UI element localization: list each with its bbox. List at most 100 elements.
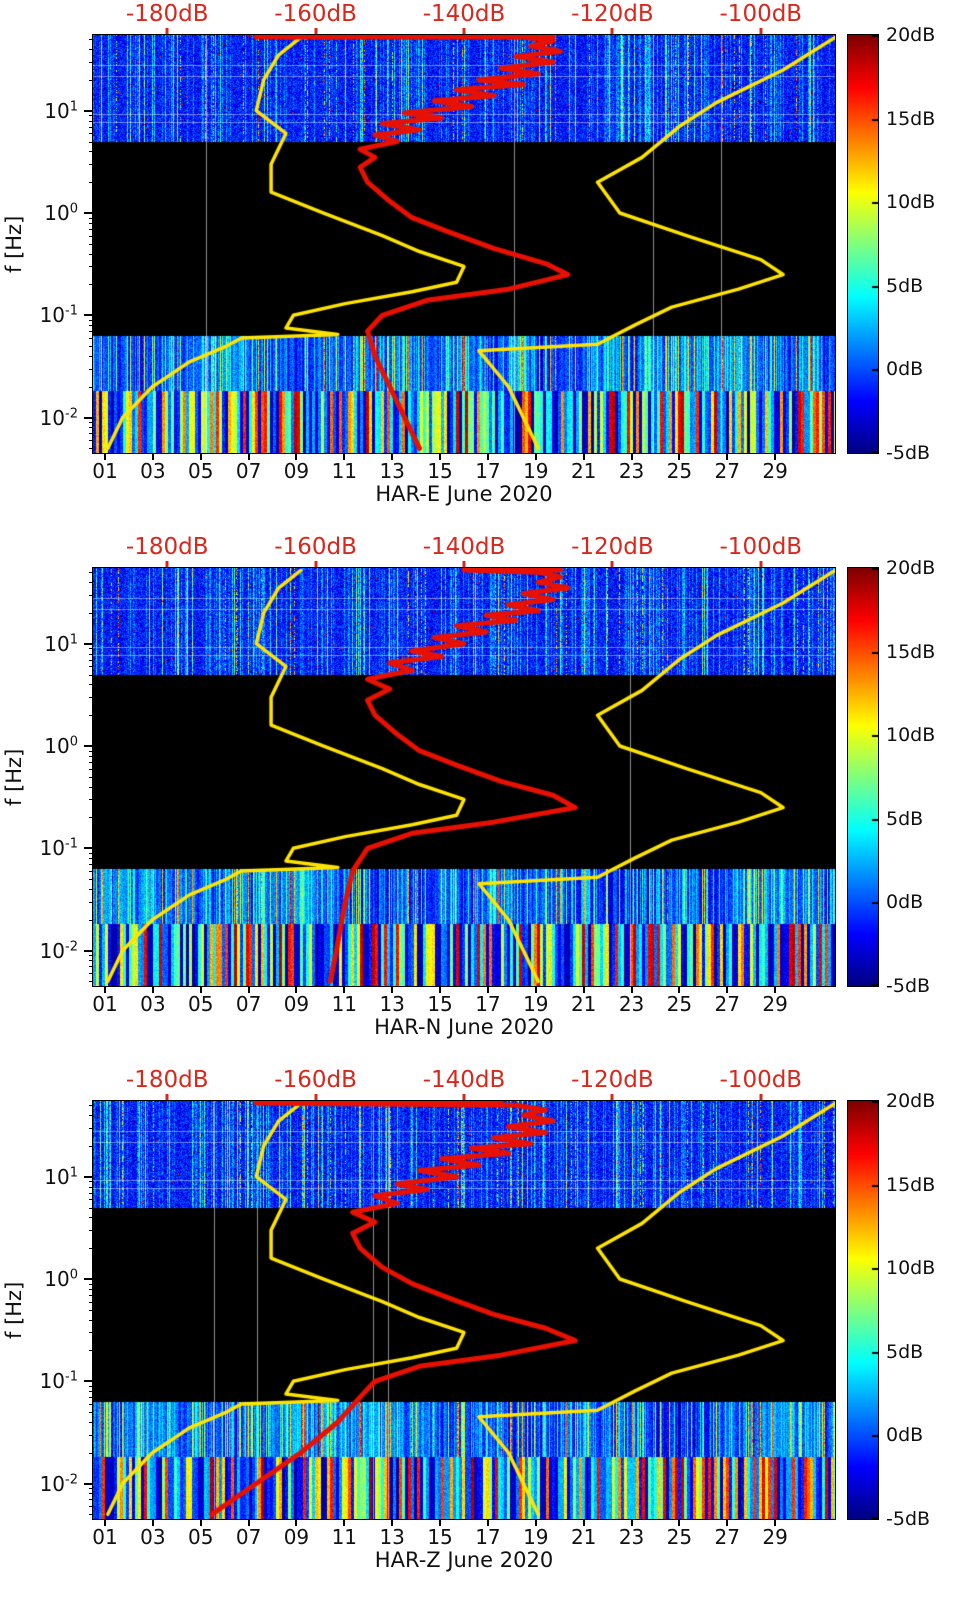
y-minor-tick-mark	[89, 1301, 93, 1303]
y-minor-tick-mark	[89, 852, 93, 854]
y-minor-tick-mark	[89, 422, 93, 424]
x-tick-mark	[199, 1520, 202, 1526]
y-minor-tick-mark	[89, 331, 93, 333]
y-major-tick-mark	[84, 1277, 93, 1280]
y-minor-tick-mark	[89, 217, 93, 219]
y-minor-tick-mark	[89, 427, 93, 429]
x-tick-label: 17	[475, 992, 501, 1016]
y-minor-tick-mark	[89, 755, 93, 757]
y-minor-tick-mark	[89, 440, 93, 442]
top-db-tick-label: -120dB	[571, 1067, 654, 1093]
x-tick-label: 01	[92, 1525, 118, 1549]
overlay-curves-canvas	[93, 1101, 835, 1519]
x-tick-mark	[247, 454, 250, 460]
top-db-tick-mark	[462, 1094, 466, 1100]
top-db-tick-label: -180dB	[125, 534, 209, 560]
y-minor-tick-mark	[89, 1145, 93, 1147]
y-minor-tick-mark	[89, 1488, 93, 1490]
overlay-curves-canvas	[93, 35, 835, 453]
x-tick-label: 23	[618, 1525, 645, 1549]
x-tick-mark	[534, 1520, 537, 1526]
y-minor-tick-mark	[89, 337, 93, 339]
y-tick-mantissa: 10	[44, 1164, 70, 1189]
x-tick-label: 19	[523, 992, 549, 1016]
y-minor-tick-mark	[89, 955, 93, 957]
spectrogram-panel-har-n: -180dB -160dB -140dB -120dB -100dB f [Hz] 10…	[0, 533, 962, 1066]
x-tick-mark	[391, 454, 394, 460]
top-db-tick-label: -100dB	[719, 534, 803, 560]
x-tick-label: 25	[666, 459, 693, 483]
colorbar-tick-labels: 20dB 15dB 10dB 5dB 0dB -5dB	[886, 557, 962, 997]
y-tick-label: 10-2	[40, 1472, 78, 1496]
y-tick-mantissa: 10	[39, 1369, 66, 1394]
panel-title: HAR-N June 2020	[374, 1015, 554, 1039]
x-tick-label: 13	[379, 992, 405, 1016]
colorbar-tick-label: 0dB	[886, 891, 924, 914]
colorbar-canvas	[848, 568, 878, 986]
y-tick-exponent: -1	[65, 303, 78, 319]
y-tick-exponent: 1	[69, 632, 78, 648]
top-db-tick-mark	[610, 28, 614, 34]
top-db-tick-label: -120dB	[571, 1, 654, 27]
y-minor-tick-mark	[89, 141, 93, 143]
y-major-tick-mark	[84, 1482, 93, 1485]
y-minor-tick-mark	[89, 653, 93, 655]
x-tick-label: 21	[570, 459, 597, 483]
y-minor-tick-mark	[89, 594, 93, 596]
top-db-tick-label: -120dB	[571, 534, 654, 560]
x-axis-ticks: 01 03 05 07 09 11 13 15 17 19 21 23 25 27 29	[92, 1520, 835, 1549]
x-tick-mark	[343, 454, 346, 460]
y-tick-label: 10-1	[40, 1369, 78, 1393]
colorbar-tick-labels: 20dB 15dB 10dB 5dB 0dB -5dB	[886, 1090, 962, 1530]
y-tick-exponent: -2	[65, 938, 78, 954]
x-tick-label: 01	[92, 992, 118, 1016]
top-db-tick-label: -140dB	[422, 1067, 506, 1093]
y-minor-tick-mark	[89, 1294, 93, 1296]
y-minor-tick-mark	[89, 666, 93, 668]
plot-area	[92, 567, 836, 987]
y-minor-tick-mark	[89, 39, 93, 41]
y-minor-tick-mark	[89, 1181, 93, 1183]
x-tick-mark	[774, 987, 777, 993]
x-tick-mark	[295, 987, 298, 993]
x-tick-label: 15	[427, 1525, 453, 1549]
y-minor-tick-mark	[89, 966, 93, 968]
top-db-tick-mark	[165, 28, 169, 34]
top-db-tick-mark	[610, 1094, 614, 1100]
top-db-tick-label: -160dB	[274, 534, 357, 560]
y-minor-tick-mark	[89, 368, 93, 370]
y-tick-mantissa: 10	[44, 1266, 70, 1291]
y-minor-tick-mark	[89, 1319, 93, 1321]
colorbar-tick-label: 5dB	[886, 274, 924, 297]
x-tick-mark	[726, 1520, 729, 1526]
panel-title: HAR-E June 2020	[375, 482, 553, 506]
y-minor-tick-mark	[89, 319, 93, 321]
colorbar-tick-label: -5dB	[886, 975, 931, 997]
x-tick-label: 01	[92, 459, 118, 483]
x-tick-label: 05	[187, 459, 214, 483]
y-tick-label: 100	[44, 1267, 78, 1291]
y-minor-tick-mark	[89, 1192, 93, 1194]
y-tick-exponent: 0	[69, 201, 78, 217]
x-tick-label: 23	[618, 992, 645, 1016]
y-minor-tick-mark	[89, 79, 93, 81]
y-minor-tick-mark	[89, 960, 93, 962]
top-db-tick-mark	[759, 28, 763, 34]
y-minor-tick-mark	[89, 346, 93, 348]
colorbar-tick-label: 5dB	[886, 807, 924, 830]
y-minor-tick-mark	[89, 715, 93, 717]
y-minor-tick-mark	[89, 1186, 93, 1188]
x-tick-mark	[534, 987, 537, 993]
spectrogram-panel-har-z: -180dB -160dB -140dB -120dB -100dB f [Hz] 10…	[0, 1066, 962, 1599]
x-tick-label: 17	[475, 1525, 501, 1549]
y-major-tick-mark	[84, 1380, 93, 1383]
colorbar-tick-label: 15dB	[886, 640, 936, 663]
y-tick-label: 10-1	[40, 836, 78, 860]
y-minor-tick-mark	[89, 799, 93, 801]
y-minor-tick-mark	[89, 228, 93, 230]
y-minor-tick-mark	[89, 1207, 93, 1209]
x-tick-mark	[151, 1520, 154, 1526]
x-tick-mark	[486, 454, 489, 460]
top-db-tick-mark	[314, 28, 318, 34]
y-minor-tick-mark	[89, 1412, 93, 1414]
